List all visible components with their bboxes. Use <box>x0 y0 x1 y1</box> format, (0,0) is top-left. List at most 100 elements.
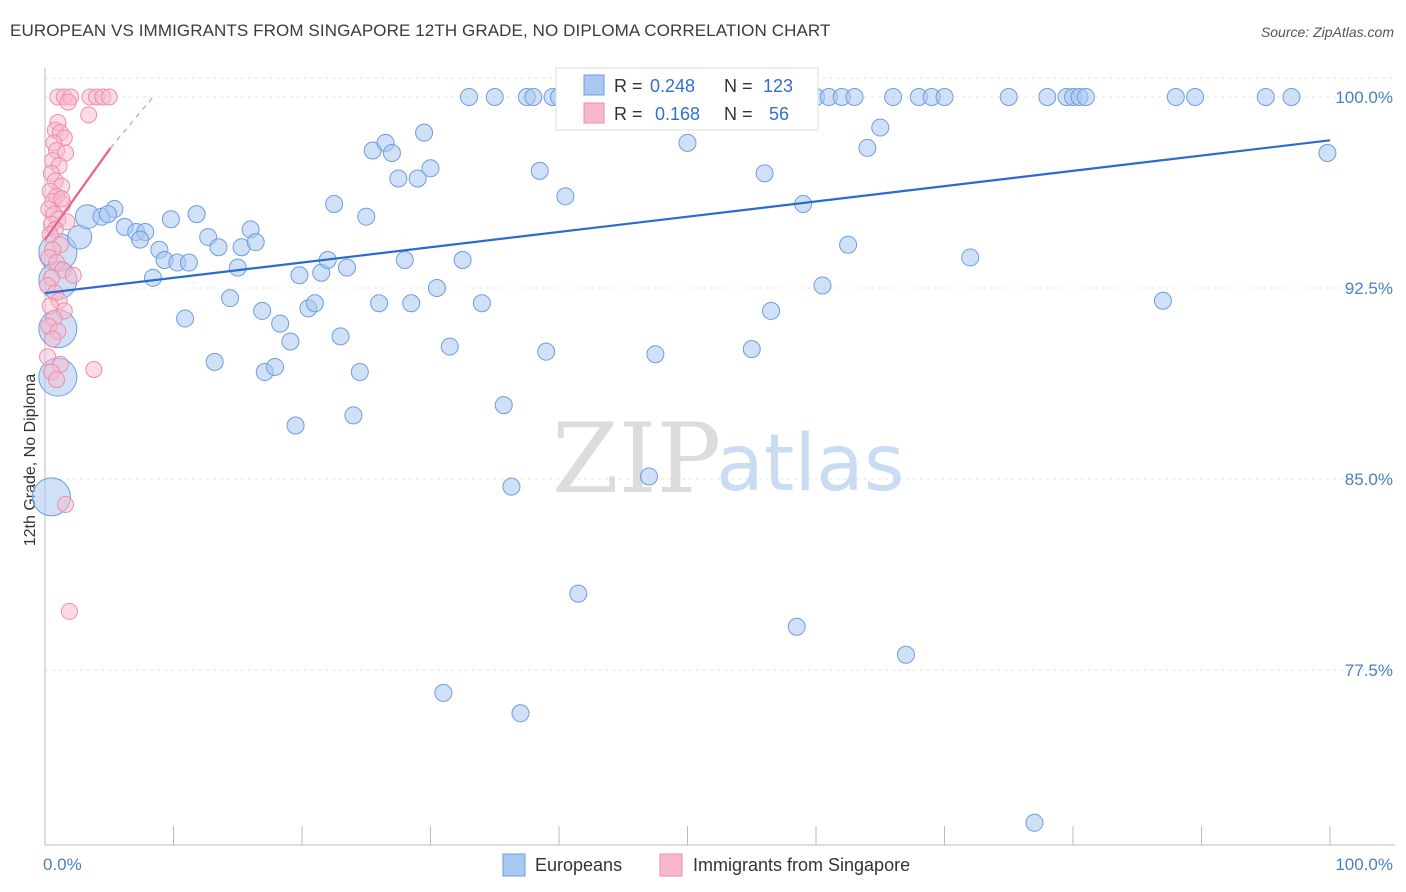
europeans-point <box>460 88 479 106</box>
europeans-point <box>421 159 440 178</box>
legend-n-label-1: N = <box>724 76 753 96</box>
europeans-point <box>370 294 389 313</box>
y-tick-labels: 77.5% 85.0% 92.5% 100.0% <box>1335 88 1393 680</box>
europeans-point <box>209 238 228 257</box>
grid-lines <box>45 77 1395 671</box>
europeans-point <box>286 416 305 435</box>
europeans-point <box>271 314 290 333</box>
singapore-point <box>85 360 103 378</box>
europeans-point <box>1186 88 1205 106</box>
europeans-point <box>205 352 224 371</box>
europeans-point <box>845 88 864 106</box>
europeans-point <box>569 584 588 603</box>
legend-swatch-singapore <box>583 102 605 124</box>
singapore-point <box>48 371 66 389</box>
europeans-point <box>1166 88 1185 106</box>
europeans-point <box>742 340 761 359</box>
europeans-point <box>176 309 195 328</box>
europeans-point <box>1076 88 1095 106</box>
europeans-point <box>221 289 240 308</box>
europeans-point <box>344 406 363 425</box>
singapore-point <box>100 88 118 106</box>
singapore-trend-line <box>44 147 112 241</box>
europeans-point <box>524 88 543 106</box>
europeans-point <box>839 235 858 254</box>
y-tick-label-1: 85.0% <box>1345 470 1393 489</box>
x-tick-labels: 0.0% 100.0% <box>43 855 1393 874</box>
europeans-point <box>281 332 300 351</box>
europeans-point <box>357 207 376 226</box>
europeans-point <box>253 301 272 320</box>
europeans-point <box>337 258 356 277</box>
europeans-point <box>639 467 658 486</box>
watermark-zip: ZIP <box>552 403 721 515</box>
europeans-point <box>1282 88 1301 106</box>
europeans-point <box>871 118 890 137</box>
europeans-point <box>1256 88 1275 106</box>
europeans-point <box>472 294 491 313</box>
europeans-point <box>131 230 150 249</box>
singapore-point <box>80 106 98 124</box>
singapore-point <box>53 190 71 208</box>
legend-n-value-1: 123 <box>763 76 793 96</box>
legend-r-value-1: 0.248 <box>650 76 695 96</box>
europeans-point <box>494 396 513 415</box>
europeans-point <box>762 301 781 320</box>
europeans-point <box>331 327 350 346</box>
singapore-trend-extension <box>110 96 154 149</box>
europeans-point <box>161 210 180 229</box>
y-axis-title: 12th Grade, No Diploma <box>22 374 39 547</box>
europeans-point <box>143 268 162 287</box>
europeans-point <box>434 683 453 702</box>
europeans-point <box>228 258 247 277</box>
europeans-point <box>537 342 556 361</box>
europeans-point <box>266 357 285 376</box>
legend-r-label-1: R = <box>614 76 643 96</box>
europeans-point <box>290 266 309 285</box>
europeans-point <box>246 233 265 252</box>
europeans-point <box>858 138 877 157</box>
europeans-point <box>408 169 427 188</box>
europeans-point <box>485 88 504 106</box>
europeans-point <box>350 363 369 382</box>
europeans-point <box>961 248 980 267</box>
singapore-point <box>64 266 82 284</box>
chart-title: EUROPEAN VS IMMIGRANTS FROM SINGAPORE 12… <box>10 21 831 40</box>
europeans-point <box>415 123 434 142</box>
europeans-point <box>325 194 344 213</box>
series-legend: Europeans Immigrants from Singapore <box>502 853 910 877</box>
y-tick-label-0: 77.5% <box>1345 661 1393 680</box>
europeans-point <box>813 276 832 295</box>
legend-r-value-2: 0.168 <box>655 104 700 124</box>
watermark-atlas: atlas <box>716 419 905 509</box>
europeans-point <box>678 133 697 152</box>
europeans-point <box>511 704 530 723</box>
bottom-legend-europeans: Europeans <box>535 855 622 875</box>
singapore-points <box>39 88 118 620</box>
bottom-legend-singapore: Immigrants from Singapore <box>693 855 910 875</box>
europeans-point <box>502 477 521 496</box>
europeans-point <box>787 617 806 636</box>
x-tick-label-0: 0.0% <box>43 855 82 874</box>
europeans-point <box>1025 813 1044 832</box>
europeans-point <box>935 88 954 106</box>
singapore-point <box>44 330 62 348</box>
europeans-point <box>999 88 1018 106</box>
source-label: Source: ZipAtlas.com <box>1260 24 1394 40</box>
watermark: ZIP atlas <box>552 403 905 515</box>
legend-r-label-2: R = <box>614 104 643 124</box>
singapore-point <box>60 602 78 620</box>
singapore-point <box>57 495 75 513</box>
bottom-legend-swatch-europeans <box>502 853 526 877</box>
europeans-point <box>427 279 446 297</box>
europeans-point <box>556 187 575 206</box>
europeans-point <box>530 161 549 180</box>
europeans-point <box>896 645 915 664</box>
europeans-point <box>646 345 665 364</box>
europeans-point <box>453 250 472 269</box>
europeans-point <box>382 144 401 163</box>
legend-n-label-2: N = <box>724 104 753 124</box>
legend-swatch-europeans <box>583 74 605 96</box>
bottom-legend-swatch-singapore <box>659 853 683 877</box>
